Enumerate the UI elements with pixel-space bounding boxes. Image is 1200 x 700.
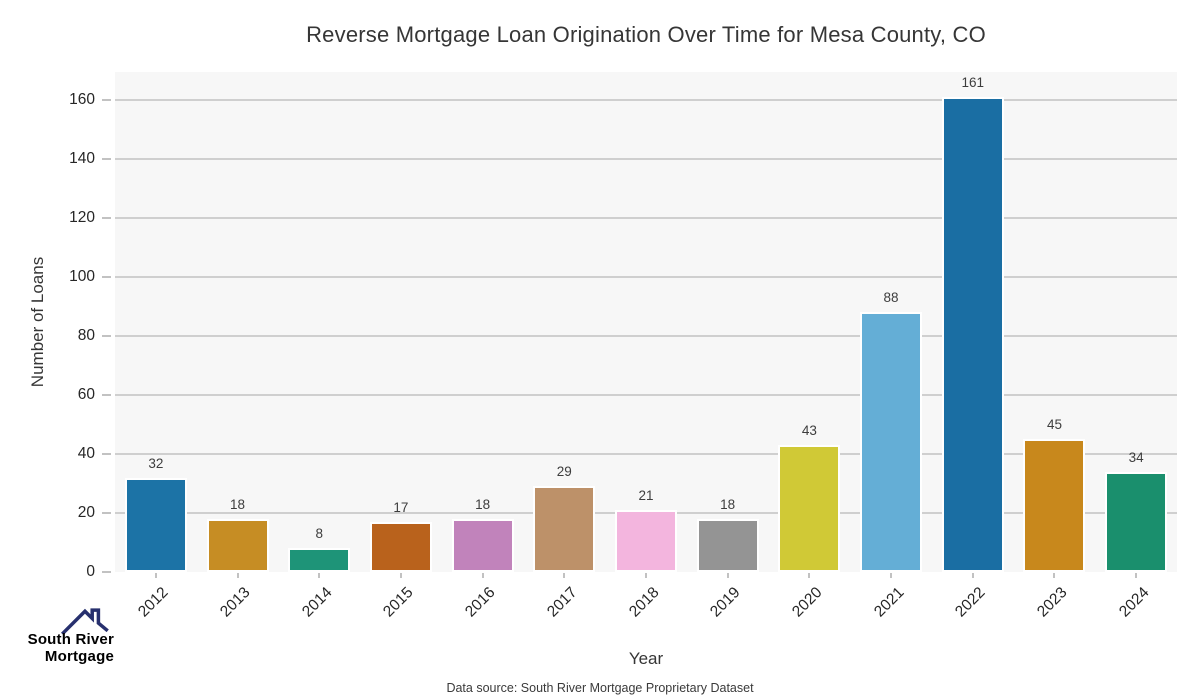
y-tick-label: 160 [69, 91, 95, 109]
y-tick-mark [102, 276, 111, 279]
y-tick-mark [102, 158, 111, 161]
chart-title: Reverse Mortgage Loan Origination Over T… [306, 22, 986, 47]
y-tick-label: 140 [69, 150, 95, 168]
bar-value-label: 8 [315, 526, 323, 542]
bar-value-label: 88 [883, 290, 899, 306]
x-tick-mark [1053, 573, 1056, 578]
y-tick-label: 100 [69, 268, 95, 286]
bar-2022 [941, 97, 1004, 572]
x-axis-title: Year [628, 649, 664, 668]
bar-2012 [124, 477, 187, 572]
gridline [115, 217, 1177, 220]
y-tick-label: 120 [69, 209, 95, 227]
bar-2018 [615, 510, 677, 572]
x-tick-label: 2023 [1034, 584, 1071, 621]
bar-2014 [288, 548, 351, 572]
x-tick-mark [399, 573, 402, 578]
x-tick-mark [318, 573, 321, 578]
bar-2024 [1105, 471, 1168, 572]
gridline [115, 158, 1177, 161]
x-tick-mark [481, 573, 484, 578]
bar-value-label: 17 [393, 499, 409, 515]
x-tick-mark [236, 573, 239, 578]
x-tick-mark [890, 573, 893, 578]
y-tick-label: 60 [77, 386, 95, 404]
y-tick-mark [102, 335, 111, 338]
bar-2015 [369, 521, 432, 572]
x-tick-label: 2014 [298, 584, 336, 621]
x-tick-mark [645, 573, 647, 578]
y-tick-mark [102, 453, 111, 456]
gridline [115, 99, 1177, 102]
roof-icon [60, 608, 109, 636]
bar-value-label: 34 [1128, 449, 1144, 465]
bar-value-label: 21 [638, 488, 654, 504]
x-tick-label: 2017 [543, 584, 581, 621]
bar-value-label: 18 [230, 496, 246, 512]
y-axis: 0 20 40 60 80 100 120 140 160 [0, 72, 113, 580]
y-tick-mark [102, 571, 111, 573]
y-tick-label: 40 [77, 445, 95, 463]
y-tick-label: 0 [86, 563, 95, 580]
bar-value-label: 29 [556, 464, 572, 480]
x-axis: 2012 2013 2014 2015 2016 2017 2018 2019 2020 2021… [115, 572, 1177, 652]
bar-2021 [860, 312, 923, 572]
x-tick-mark [1135, 573, 1138, 578]
y-tick-mark [102, 512, 111, 515]
logo-text-mortgage: Mortgage [44, 648, 114, 665]
bar-value-label: 32 [148, 455, 164, 471]
x-tick-label: 2018 [625, 584, 663, 621]
bar-value-label: 43 [801, 423, 817, 439]
roof-path [60, 608, 109, 636]
bar-2023 [1023, 439, 1086, 572]
bar-value-label: 45 [1046, 417, 1062, 433]
bar-2017 [533, 486, 596, 572]
bar-value-label: 18 [720, 496, 736, 512]
gridline [115, 276, 1177, 279]
data-source-note: Data source: South River Mortgage Propri… [446, 681, 754, 695]
y-tick-mark [102, 394, 111, 397]
bar-2020 [778, 445, 841, 572]
gridline [115, 453, 1177, 456]
bar-2013 [206, 518, 269, 572]
x-tick-label: 2019 [707, 584, 744, 621]
bar-2016 [451, 518, 514, 572]
gridline [115, 335, 1177, 338]
y-tick-label: 20 [77, 504, 95, 522]
y-tick-mark [102, 217, 111, 220]
x-tick-label: 2015 [380, 584, 417, 621]
x-tick-label: 2024 [1115, 584, 1153, 621]
y-tick-label: 80 [77, 327, 95, 345]
x-tick-label: 2012 [135, 584, 172, 621]
logo-text-south-river: South River [27, 631, 114, 648]
x-tick-mark [808, 573, 811, 578]
x-tick-label: 2020 [788, 584, 826, 621]
x-tick-mark [154, 573, 157, 578]
x-tick-label: 2022 [952, 584, 989, 621]
x-tick-label: 2013 [217, 584, 254, 621]
x-tick-mark [563, 573, 566, 578]
x-tick-label: 2016 [462, 584, 499, 621]
y-tick-mark [102, 99, 111, 102]
x-tick-label: 2021 [870, 584, 908, 621]
plot-area: 32 18 8 17 18 29 21 18 43 88 161 45 34 [115, 72, 1177, 572]
bar-2019 [696, 518, 759, 572]
company-logo: South River Mortgage [18, 605, 114, 665]
gridline [115, 394, 1177, 397]
bar-value-label: 18 [475, 496, 491, 512]
x-tick-mark [971, 573, 974, 578]
x-tick-mark [726, 573, 729, 578]
bar-value-label: 161 [961, 75, 985, 91]
